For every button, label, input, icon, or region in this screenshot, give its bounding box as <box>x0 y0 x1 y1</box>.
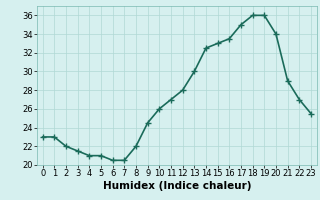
X-axis label: Humidex (Indice chaleur): Humidex (Indice chaleur) <box>102 181 251 191</box>
